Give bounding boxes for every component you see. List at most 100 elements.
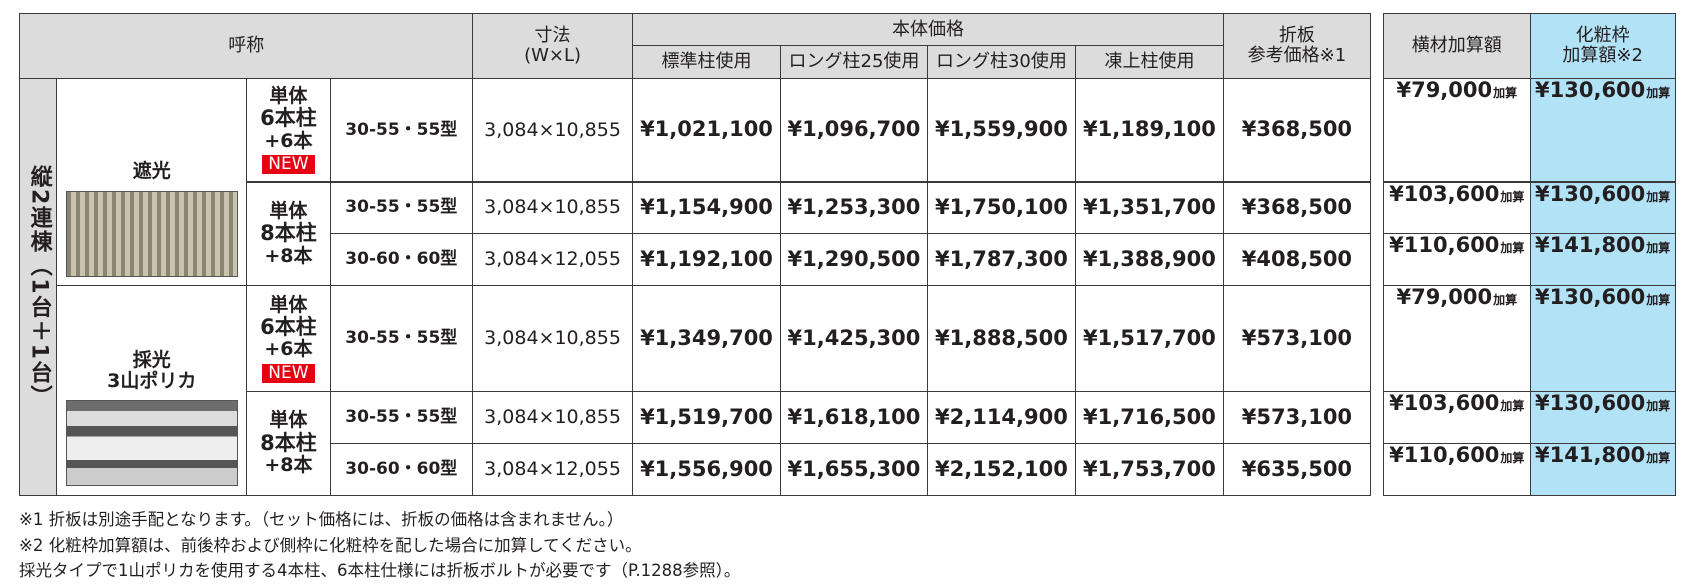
price-cell: ¥1,192,100 [632,233,781,287]
model: 30-55・55型 [345,119,458,140]
price: ¥1,021,100 [640,117,773,142]
config-label: 8本柱 [260,430,317,455]
cross-cell: ¥110,600 加算 [1382,442,1531,496]
config-cell: 単体 8本柱 +8本 [246,391,331,496]
price-cell: ¥1,425,300 [780,285,928,393]
model-cell: 30-60・60型 [329,233,474,287]
footnote: ※1 折板は別途手配となります。（セット価格には、折板の価格は含まれません。） [19,509,624,529]
price-cell: ¥1,388,900 [1074,233,1224,287]
cosmetic-cell: ¥141,800 加算 [1529,442,1676,496]
price-cell: ¥1,618,100 [780,391,928,444]
cosmetic-price: ¥141,800 [1535,442,1646,467]
price: ¥1,618,100 [787,404,921,429]
config-cell: 単体 8本柱 +8本 [246,181,331,287]
cross-price: ¥110,600 [1389,442,1500,467]
cosmetic-cell: ¥130,600 加算 [1529,77,1676,183]
config-label: 6本柱 [260,314,317,339]
size-cell: 3,084×12,055 [472,233,633,287]
cross-cell: ¥103,600 加算 [1382,181,1531,235]
suffix: 加算 [1500,241,1525,256]
cross-price: ¥110,600 [1389,233,1500,258]
cosmetic-price: ¥130,600 [1535,181,1646,206]
price-cell: ¥1,021,100 [632,77,781,183]
fold-cell: ¥573,100 [1222,285,1371,393]
cross-price: ¥103,600 [1389,181,1500,206]
header-text: 本体価格 [891,18,964,40]
config-label: +6本 [264,129,313,152]
price-cell: ¥2,152,100 [926,442,1076,496]
suffix: 加算 [1493,85,1518,100]
config-label: +8本 [264,454,313,477]
suffix: 加算 [1646,450,1671,465]
type-label: 遮光 [132,160,171,183]
group-label: 縦2連棟（1台＋1台） [26,164,52,409]
price-cell: ¥1,189,100 [1074,77,1224,183]
size: 3,084×10,855 [484,196,621,219]
price: ¥1,388,900 [1083,247,1216,271]
fold-price: ¥368,500 [1241,195,1353,220]
cosmetic-price: ¥141,800 [1535,233,1646,258]
price-cell: ¥1,655,300 [780,442,928,496]
model: 30-55・55型 [345,328,458,349]
price-cell: ¥1,096,700 [780,77,928,183]
config-cell: 単体 6本柱 +6本 NEW [246,77,331,183]
cross-price: ¥79,000 [1396,77,1493,102]
new-badge: NEW [262,155,315,175]
header-text: ロング柱25使用 [788,51,920,72]
price-cell: ¥1,559,900 [926,77,1076,183]
price-cell: ¥1,753,700 [1074,442,1224,496]
suffix: 加算 [1646,293,1671,308]
suffix: 加算 [1493,293,1518,308]
size: 3,084×12,055 [484,248,621,271]
type-label: 採光 [132,348,171,371]
suffix: 加算 [1646,189,1671,204]
cross-cell: ¥79,000 加算 [1382,285,1531,393]
cosmetic-cell: ¥141,800 加算 [1529,233,1676,287]
price: ¥1,519,700 [640,404,773,429]
header-cell: 化粧枠 加算額※2 [1529,12,1676,79]
fold-cell: ¥408,500 [1222,233,1371,287]
size-cell: 3,084×10,855 [472,285,633,393]
price: ¥2,152,100 [935,456,1068,481]
header-text: 標準柱使用 [661,51,752,72]
header-cell: 呼称 [19,12,474,79]
price: ¥1,425,300 [787,325,921,350]
suffix: 加算 [1500,450,1525,465]
config-label: 単体 [269,199,308,222]
type-cell: 遮光 [56,77,248,287]
cosmetic-cell: ¥130,600 加算 [1529,391,1676,444]
price: ¥1,253,300 [787,195,921,220]
header-text: 化粧枠 [1575,24,1630,46]
price: ¥1,192,100 [640,247,773,271]
new-badge: NEW [262,363,315,383]
header-text: 横材加算額 [1411,34,1502,56]
price-cell: ¥1,351,700 [1074,181,1224,235]
price: ¥1,888,500 [935,325,1068,350]
size-cell: 3,084×10,855 [472,77,633,183]
header-cell: 本体価格 [632,12,1224,47]
cross-cell: ¥103,600 加算 [1382,391,1531,444]
suffix: 加算 [1646,399,1671,414]
config-label: 8本柱 [260,221,317,246]
size: 3,084×12,055 [484,457,621,480]
price-cell: ¥1,556,900 [632,442,781,496]
suffix: 加算 [1646,241,1671,256]
model: 30-60・60型 [345,458,458,479]
type-cell: 採光 3山ポリカ [56,285,248,496]
suffix: 加算 [1500,189,1525,204]
header-text: 加算額※2 [1562,44,1643,66]
header-text: 凍上柱使用 [1104,51,1195,72]
size-cell: 3,084×10,855 [472,391,633,444]
header-text: 呼称 [228,34,265,56]
config-label: 単体 [269,409,308,432]
price: ¥1,750,100 [935,195,1068,220]
header-cell: 標準柱使用 [632,45,781,79]
suffix: 加算 [1500,399,1525,414]
fold-price: ¥368,500 [1241,117,1353,142]
cosmetic-price: ¥130,600 [1535,285,1646,310]
header-cell: 凍上柱使用 [1074,45,1224,79]
fold-cell: ¥368,500 [1222,77,1371,183]
config-label: +8本 [264,244,313,267]
fold-cell: ¥368,500 [1222,181,1371,235]
